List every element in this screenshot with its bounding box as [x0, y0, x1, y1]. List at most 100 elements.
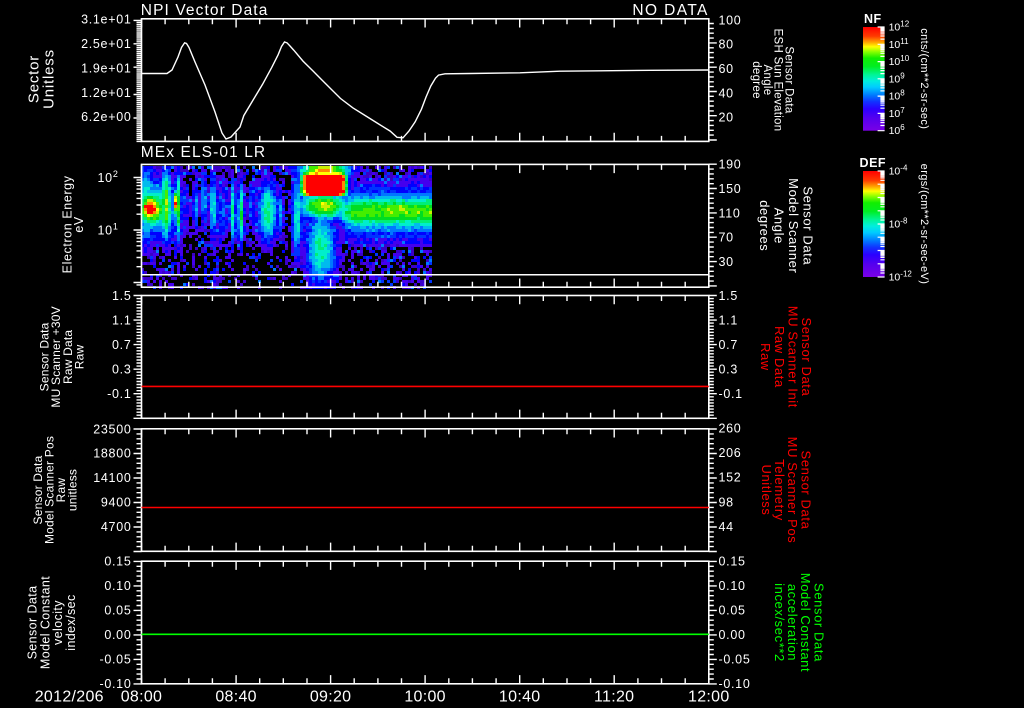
svg-text:1.1: 1.1	[719, 313, 738, 327]
svg-text:unitless: unitless	[65, 469, 79, 511]
svg-text:1.2e+01: 1.2e+01	[81, 86, 131, 100]
svg-text:Unitless: Unitless	[759, 464, 774, 515]
svg-text:Angle: Angle	[761, 65, 773, 96]
svg-text:Raw: Raw	[73, 344, 87, 369]
svg-text:Sensor Data: Sensor Data	[782, 46, 794, 114]
svg-text:cnts/(cm**2-sr-sec): cnts/(cm**2-sr-sec)	[918, 28, 930, 129]
svg-text:110: 110	[719, 206, 741, 220]
svg-text:4700: 4700	[101, 520, 132, 534]
svg-text:40: 40	[719, 86, 734, 100]
svg-text:08:00: 08:00	[121, 689, 163, 706]
svg-text:Model Constant: Model Constant	[38, 576, 52, 669]
svg-text:MU Scanner +30V: MU Scanner +30V	[49, 306, 63, 407]
svg-text:ESH Sun Elevation: ESH Sun Elevation	[772, 29, 784, 132]
svg-text:1.9e+01: 1.9e+01	[81, 61, 131, 75]
svg-text:9400: 9400	[101, 496, 132, 510]
svg-text:DEF: DEF	[860, 156, 887, 170]
svg-text:1.1: 1.1	[112, 313, 131, 327]
svg-text:11:20: 11:20	[594, 689, 634, 706]
svg-text:30: 30	[719, 255, 734, 269]
svg-text:index/sec: index/sec	[64, 594, 78, 650]
svg-text:0.7: 0.7	[112, 338, 131, 352]
svg-text:08:40: 08:40	[215, 689, 257, 706]
svg-text:Electron Energy: Electron Energy	[61, 175, 75, 273]
svg-text:velocity: velocity	[51, 600, 65, 645]
svg-text:150: 150	[719, 182, 742, 196]
svg-text:Raw Data: Raw Data	[61, 330, 75, 384]
svg-text:degree: degree	[750, 61, 762, 99]
svg-text:-0.05: -0.05	[719, 653, 751, 667]
svg-text:14100: 14100	[93, 471, 131, 485]
svg-text:degrees: degrees	[757, 200, 772, 251]
svg-text:Sensor Data: Sensor Data	[800, 186, 815, 265]
svg-text:Angle: Angle	[771, 208, 786, 244]
svg-text:20: 20	[719, 111, 734, 125]
svg-text:Model Scanner Pos: Model Scanner Pos	[42, 436, 56, 544]
svg-text:1.5: 1.5	[719, 289, 738, 303]
svg-text:NO DATA: NO DATA	[632, 2, 708, 19]
svg-text:80: 80	[719, 38, 734, 52]
svg-text:acceleration: acceleration	[785, 584, 800, 661]
svg-text:98: 98	[719, 495, 734, 509]
svg-text:Unitless: Unitless	[41, 49, 58, 109]
svg-text:Sensor Data: Sensor Data	[26, 586, 40, 660]
svg-text:23500: 23500	[93, 422, 131, 436]
svg-text:0.00: 0.00	[719, 628, 746, 642]
svg-text:18800: 18800	[93, 447, 131, 461]
svg-text:-0.05: -0.05	[100, 653, 132, 667]
svg-text:-0.10: -0.10	[719, 677, 751, 691]
svg-text:MEx ELS-01 LR: MEx ELS-01 LR	[141, 144, 266, 161]
svg-text:MU Scanner Pos: MU Scanner Pos	[785, 437, 800, 544]
svg-text:0.15: 0.15	[104, 555, 131, 569]
svg-text:09:20: 09:20	[310, 689, 352, 706]
svg-text:Sector: Sector	[26, 55, 43, 103]
svg-text:0.10: 0.10	[104, 579, 131, 593]
svg-text:152: 152	[719, 471, 742, 485]
svg-text:190: 190	[719, 158, 742, 172]
svg-text:-0.10: -0.10	[100, 677, 132, 691]
svg-text:2.5e+01: 2.5e+01	[81, 37, 131, 51]
svg-text:-0.1: -0.1	[107, 387, 131, 401]
svg-text:6.2e+00: 6.2e+00	[81, 110, 131, 124]
svg-text:2012/206: 2012/206	[35, 689, 104, 706]
svg-text:NPI Vector Data: NPI Vector Data	[141, 2, 269, 19]
svg-text:0.3: 0.3	[112, 363, 131, 377]
svg-text:NF: NF	[864, 12, 882, 26]
svg-text:incex/sec**2: incex/sec**2	[772, 583, 787, 662]
svg-text:ergs/(cm**2-sr-sec-eV): ergs/(cm**2-sr-sec-eV)	[918, 164, 930, 285]
svg-text:Raw: Raw	[54, 478, 68, 503]
svg-text:100: 100	[719, 13, 742, 27]
svg-text:Sensor Data: Sensor Data	[811, 583, 826, 662]
svg-text:0.10: 0.10	[719, 579, 746, 593]
svg-text:Raw: Raw	[758, 343, 773, 371]
svg-text:12:00: 12:00	[688, 689, 730, 706]
svg-text:102: 102	[98, 169, 119, 185]
svg-text:0.05: 0.05	[719, 604, 746, 618]
svg-text:0.05: 0.05	[104, 604, 131, 618]
svg-text:10:00: 10:00	[404, 689, 446, 706]
svg-text:1.5: 1.5	[112, 289, 131, 303]
svg-text:eV: eV	[72, 216, 86, 233]
svg-text:101: 101	[98, 221, 119, 237]
svg-text:Sensor Data: Sensor Data	[799, 317, 814, 396]
svg-text:Telemetry: Telemetry	[772, 459, 787, 521]
svg-text:Raw Data: Raw Data	[772, 326, 787, 388]
svg-text:0.00: 0.00	[104, 628, 131, 642]
svg-text:70: 70	[719, 231, 734, 245]
svg-text:260: 260	[719, 422, 742, 436]
svg-text:3.1e+01: 3.1e+01	[81, 12, 131, 26]
svg-text:206: 206	[719, 446, 742, 460]
svg-text:10:40: 10:40	[499, 689, 541, 706]
svg-text:44: 44	[719, 520, 734, 534]
svg-text:0.3: 0.3	[719, 363, 738, 377]
svg-text:Sensor Data: Sensor Data	[31, 455, 45, 524]
svg-text:-0.1: -0.1	[719, 387, 743, 401]
svg-text:Model Scanner: Model Scanner	[786, 178, 801, 273]
svg-text:Sensor Data: Sensor Data	[798, 451, 813, 530]
svg-text:Sensor Data: Sensor Data	[38, 322, 52, 391]
svg-text:0.15: 0.15	[719, 555, 746, 569]
svg-text:Model Constant: Model Constant	[798, 573, 813, 672]
svg-text:MU Scanner Init: MU Scanner Init	[786, 306, 801, 408]
svg-text:0.7: 0.7	[719, 338, 738, 352]
svg-text:60: 60	[719, 62, 734, 76]
